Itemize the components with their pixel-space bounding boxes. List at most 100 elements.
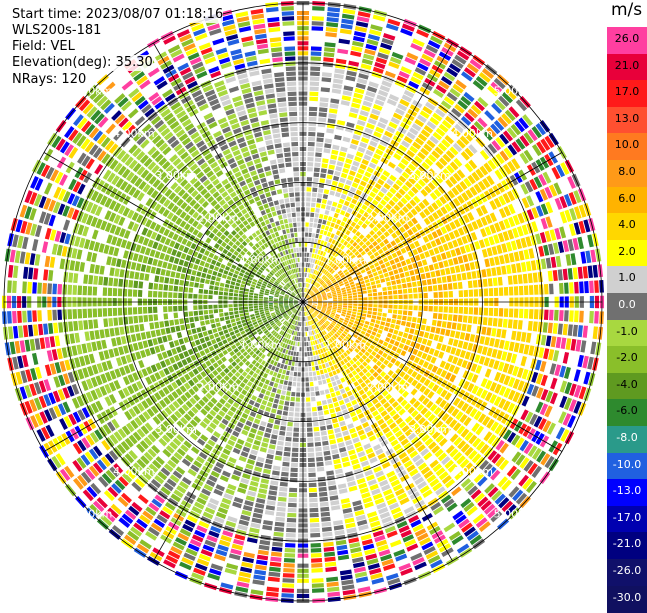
radar-gate bbox=[343, 137, 351, 143]
radar-gate bbox=[251, 395, 257, 401]
radar-gate bbox=[411, 276, 416, 281]
radar-gate bbox=[315, 213, 319, 218]
radar-gate bbox=[259, 545, 270, 551]
radar-gate bbox=[164, 320, 169, 326]
radar-gate bbox=[145, 349, 151, 357]
radar-gate bbox=[594, 280, 599, 293]
radar-gate bbox=[295, 412, 300, 416]
radar-gate bbox=[336, 54, 347, 60]
radar-gate bbox=[269, 485, 277, 490]
radar-gate bbox=[315, 249, 318, 254]
radar-gate bbox=[269, 397, 274, 402]
radar-gate bbox=[352, 228, 357, 234]
radar-gate bbox=[324, 47, 335, 52]
radar-gate bbox=[464, 290, 468, 297]
radar-gate bbox=[265, 428, 271, 433]
radar-gate bbox=[593, 265, 598, 278]
radar-gate bbox=[292, 443, 298, 447]
radar-gate bbox=[282, 578, 294, 583]
radar-gate bbox=[345, 369, 350, 374]
radar-gate bbox=[468, 316, 473, 323]
radar-gate bbox=[310, 61, 320, 66]
radar-gate bbox=[426, 326, 431, 332]
radar-gate bbox=[305, 352, 307, 356]
radar-gate bbox=[260, 483, 269, 489]
radar-gate bbox=[337, 49, 348, 55]
radar-gate bbox=[256, 560, 268, 566]
radar-gate bbox=[588, 266, 593, 278]
radar-gate bbox=[544, 284, 549, 294]
radar-gate bbox=[141, 332, 146, 340]
radar-gate bbox=[408, 311, 413, 316]
radar-gate bbox=[320, 173, 326, 178]
radar-gate bbox=[327, 587, 339, 592]
radar-gate bbox=[173, 306, 177, 312]
radar-gate bbox=[111, 338, 117, 347]
radar-gate bbox=[312, 16, 324, 21]
radar-gate bbox=[338, 305, 342, 307]
radar-gate bbox=[181, 345, 187, 351]
radar-gate bbox=[314, 239, 317, 244]
radar-gate bbox=[376, 333, 381, 338]
radar-gate bbox=[306, 332, 308, 336]
radar-gate bbox=[227, 324, 232, 328]
radar-gate bbox=[275, 456, 282, 461]
radar-gate bbox=[419, 267, 424, 273]
radar-gate bbox=[294, 347, 297, 351]
radar-gate bbox=[424, 251, 430, 258]
radar-gate bbox=[249, 309, 253, 312]
radar-gate bbox=[460, 332, 465, 340]
radar-gate bbox=[8, 326, 13, 339]
radar-gate bbox=[371, 248, 377, 253]
radar-gate bbox=[153, 314, 158, 321]
radar-gate bbox=[317, 376, 321, 381]
radar-gate bbox=[459, 307, 463, 314]
radar-gate bbox=[309, 377, 313, 381]
radar-gate bbox=[189, 311, 194, 316]
radar-gate bbox=[482, 249, 488, 258]
radar-gate bbox=[277, 502, 286, 507]
radar-gate bbox=[188, 349, 194, 355]
radar-gate bbox=[230, 331, 235, 336]
radar-gate bbox=[247, 537, 258, 543]
radar-gate bbox=[28, 325, 33, 337]
radar-gate bbox=[351, 287, 356, 290]
radar-gate bbox=[323, 148, 330, 153]
radar-gate bbox=[343, 299, 347, 301]
radar-gate bbox=[573, 325, 578, 337]
radar-gate bbox=[266, 454, 273, 459]
radar-gate bbox=[368, 274, 373, 278]
radar-gate bbox=[13, 326, 18, 338]
radar-gate bbox=[286, 533, 296, 538]
radar-gate bbox=[308, 147, 315, 151]
radar-gate bbox=[342, 95, 351, 101]
radar-gate bbox=[352, 416, 359, 422]
radar-gate bbox=[342, 584, 355, 590]
radar-gate bbox=[340, 221, 345, 226]
radar-gate bbox=[284, 302, 288, 303]
radar-gate bbox=[78, 309, 83, 319]
radar-gate bbox=[504, 254, 510, 263]
radar-gate bbox=[321, 87, 330, 92]
radar-gate bbox=[311, 563, 322, 568]
radar-gate bbox=[438, 313, 443, 319]
radar-gate bbox=[310, 82, 319, 87]
radar-gate bbox=[91, 342, 97, 352]
radar-gate bbox=[360, 319, 365, 323]
radar-gate bbox=[312, 578, 324, 583]
radar-gate bbox=[445, 329, 450, 336]
radar-gate bbox=[197, 345, 203, 351]
radar-gate bbox=[109, 328, 114, 337]
radar-gate bbox=[241, 319, 246, 323]
radar-gate bbox=[339, 151, 346, 157]
radar-gate bbox=[372, 312, 377, 316]
radar-gate bbox=[403, 333, 408, 339]
radar-gate bbox=[304, 322, 305, 326]
radar-gate bbox=[236, 321, 241, 325]
radar-gate bbox=[378, 292, 382, 296]
radar-gate bbox=[306, 258, 308, 262]
radar-gate bbox=[159, 344, 165, 351]
radar-gate bbox=[328, 429, 334, 434]
radar-gate bbox=[316, 244, 319, 249]
radar-gate bbox=[578, 325, 583, 337]
